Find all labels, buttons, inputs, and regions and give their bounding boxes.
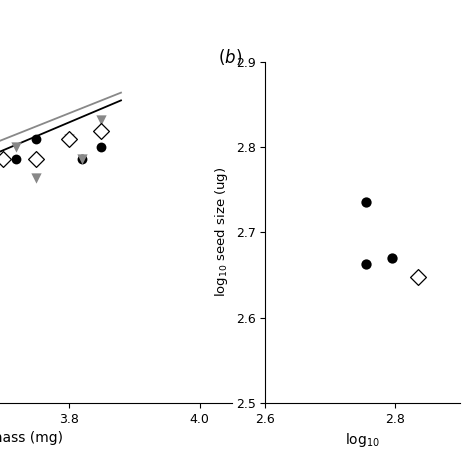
Text: $(b)$: $(b)$ (218, 47, 242, 67)
Point (65, 136, 73, 143)
Point (78, 155, 85, 163)
Point (32, 136, 40, 143)
Point (12, 155, 20, 163)
Point (414, 273, 421, 281)
Point (362, 199, 370, 206)
X-axis label: log$_{10}$ : log$_{10}$ (345, 431, 381, 449)
Point (65, 136, 73, 143)
Point (32, 174, 40, 182)
Point (362, 260, 370, 268)
Point (98, 128, 105, 135)
Y-axis label: log$_{10}$ seed size (ug): log$_{10}$ seed size (ug) (213, 167, 230, 298)
Point (78, 155, 85, 163)
Point (98, 116, 105, 124)
Point (12, 143, 20, 151)
Point (32, 155, 40, 163)
Point (98, 143, 105, 151)
Point (388, 254, 396, 262)
Point (65, 136, 73, 143)
Point (0, 155, 7, 163)
X-axis label: mass (mg): mass (mg) (0, 431, 63, 445)
